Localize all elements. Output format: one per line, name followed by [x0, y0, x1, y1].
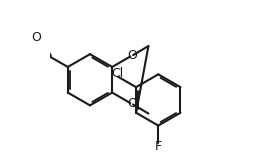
Text: O: O [32, 31, 42, 44]
Text: O: O [127, 49, 137, 62]
Text: O: O [127, 97, 137, 110]
Text: Cl: Cl [111, 67, 123, 80]
Text: F: F [155, 140, 162, 153]
